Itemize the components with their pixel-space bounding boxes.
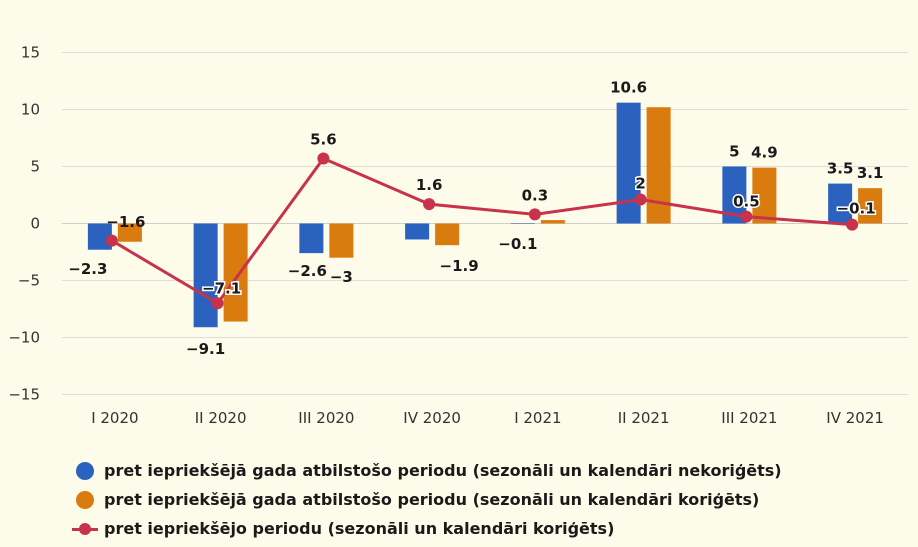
bar-orange bbox=[329, 223, 354, 258]
y-tick-label: 0 bbox=[30, 215, 40, 233]
bar-blue bbox=[616, 102, 641, 224]
legend-label: pret iepriekšējo periodu (sezonāli un ka… bbox=[104, 519, 615, 538]
bar-data-label: −1.9 bbox=[440, 257, 479, 275]
line-data-label: −0.1 bbox=[837, 200, 876, 218]
line-point bbox=[740, 210, 753, 223]
y-tick-label: 10 bbox=[21, 101, 40, 119]
y-axis-ticks: 15 10 5 0 −5 −10 −15 bbox=[8, 44, 40, 404]
y-tick-label: −15 bbox=[8, 386, 40, 404]
bar-orange bbox=[117, 223, 142, 242]
bar-data-label: −1.6 bbox=[106, 213, 145, 231]
line-point bbox=[528, 208, 541, 221]
bar-blue bbox=[193, 223, 218, 328]
x-category-label: IV 2020 bbox=[403, 409, 461, 427]
bar-blue bbox=[299, 223, 324, 254]
data-labels: −2.3 −1.6 −9.1 −2.6 −3 −1.9 10.6 5 4.9 3.5 3.1 −0.1… bbox=[68, 79, 883, 358]
bar-blue bbox=[405, 223, 430, 240]
line-data-label: 0.3 bbox=[522, 186, 549, 204]
bar-data-label: −9.1 bbox=[186, 340, 225, 358]
trend-line bbox=[105, 152, 859, 310]
line-point bbox=[105, 234, 118, 247]
legend-label: pret iepriekšējā gada atbilstošo periodu… bbox=[104, 490, 760, 509]
x-category-label: II 2020 bbox=[195, 409, 247, 427]
x-category-label: III 2021 bbox=[721, 409, 777, 427]
bar-orange bbox=[858, 188, 883, 224]
line-path bbox=[111, 156, 853, 306]
bar-data-label: −0.1 bbox=[498, 235, 537, 253]
chart-canvas: 15 10 5 0 −5 −10 −15 −2.3 −1.6 −9.1 −2.6 −3 −1.9 10.… bbox=[8, 44, 908, 427]
legend-swatch-line bbox=[72, 520, 98, 538]
bar-data-label: −2.3 bbox=[68, 260, 107, 278]
bar-orange bbox=[646, 107, 671, 224]
x-category-label: I 2020 bbox=[91, 409, 138, 427]
y-tick-label: 5 bbox=[30, 158, 40, 176]
y-tick-label: −5 bbox=[18, 272, 40, 290]
bar-orange bbox=[540, 220, 565, 224]
x-category-label: I 2021 bbox=[514, 409, 561, 427]
line-data-label: 5.6 bbox=[310, 131, 337, 149]
legend-label: pret iepriekšējā gada atbilstošo periodu… bbox=[104, 461, 782, 480]
x-category-label: III 2020 bbox=[298, 409, 354, 427]
legend-item-series-2: pret iepriekšējā gada atbilstošo periodu… bbox=[72, 485, 782, 514]
legend-item-series-3: pret iepriekšējo periodu (sezonāli un ka… bbox=[72, 514, 782, 543]
bar-data-label: 4.9 bbox=[751, 144, 778, 162]
x-category-label: IV 2021 bbox=[826, 409, 884, 427]
legend-swatch-orange bbox=[76, 490, 94, 509]
bar-orange bbox=[752, 167, 777, 224]
bar-data-label: 10.6 bbox=[610, 79, 647, 97]
bar-data-label: −3 bbox=[330, 268, 353, 286]
line-point bbox=[211, 297, 224, 310]
line-point bbox=[846, 218, 859, 231]
bar-data-label: −2.6 bbox=[288, 262, 327, 280]
line-data-label: 1.6 bbox=[416, 176, 443, 194]
bar-data-label: 3.5 bbox=[827, 160, 854, 178]
line-point bbox=[317, 152, 330, 165]
y-tick-label: −10 bbox=[8, 329, 40, 347]
legend-item-series-1: pret iepriekšējā gada atbilstošo periodu… bbox=[72, 456, 782, 485]
line-point bbox=[634, 193, 647, 206]
x-category-label: II 2021 bbox=[618, 409, 670, 427]
bar-orange bbox=[223, 223, 248, 322]
legend-swatch-blue bbox=[76, 461, 94, 480]
x-axis-categories: I 2020 II 2020 III 2020 IV 2020 I 2021 II 202… bbox=[91, 409, 884, 427]
line-data-label: 0.5 bbox=[733, 193, 760, 211]
bar-data-label: 5 bbox=[729, 143, 739, 161]
bar-blue bbox=[828, 183, 853, 224]
bar-data-label: 3.1 bbox=[857, 164, 884, 182]
line-data-label: −7.1 bbox=[202, 279, 241, 297]
legend: pret iepriekšējā gada atbilstošo periodu… bbox=[72, 456, 782, 543]
bar-blue bbox=[510, 223, 535, 224]
bar-orange bbox=[435, 223, 460, 246]
line-point bbox=[423, 198, 436, 211]
line-data-label: 2 bbox=[635, 175, 645, 193]
y-tick-label: 15 bbox=[21, 44, 40, 62]
